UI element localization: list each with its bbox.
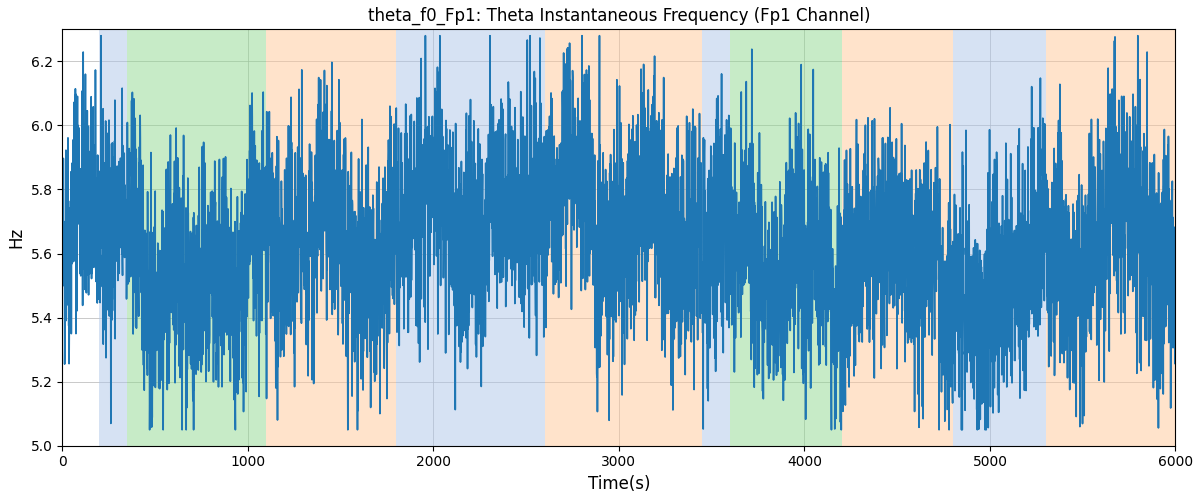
Bar (100, 30, 127, 446)
X-axis label: Time(s): Time(s) (588, 475, 650, 493)
Bar (127, 30, 266, 446)
Bar (545, 30, 702, 446)
Y-axis label: Hz: Hz (7, 227, 25, 248)
Title: theta_f0_Fp1: Theta Instantaneous Frequency (Fp1 Channel): theta_f0_Fp1: Theta Instantaneous Freque… (367, 7, 870, 25)
Bar (396, 30, 545, 446)
Bar (266, 30, 396, 446)
Bar (702, 30, 730, 446)
Bar (1045, 30, 1176, 446)
Bar (730, 30, 841, 446)
Bar (953, 30, 1045, 446)
Bar (841, 30, 953, 446)
